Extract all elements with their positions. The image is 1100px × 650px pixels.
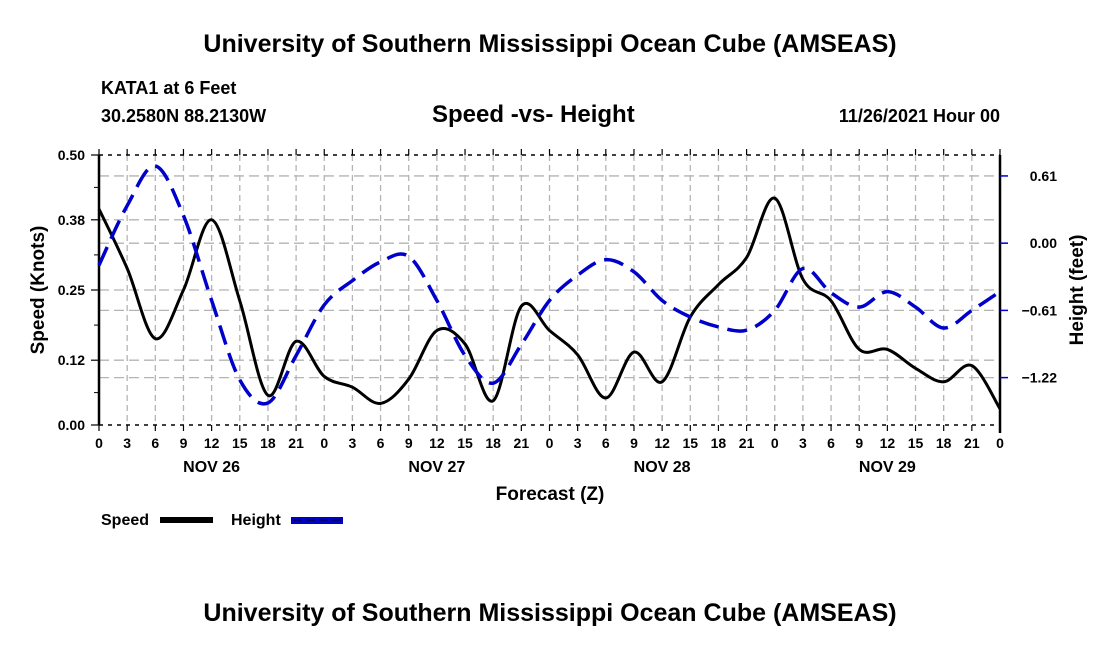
x-tick-label: 18 [936, 435, 952, 451]
x-tick-label: 9 [180, 435, 188, 451]
coordinates-label: 30.2580N 88.2130W [101, 106, 267, 126]
grid [99, 155, 1000, 425]
x-tick-label: 6 [377, 435, 385, 451]
x-tick-label: 3 [123, 435, 131, 451]
x-tick-label: 6 [151, 435, 159, 451]
x-tick-label: 0 [95, 435, 103, 451]
y-tick-label: 0.25 [58, 282, 85, 298]
x-axis-title: Forecast (Z) [496, 484, 605, 505]
y2-axis-title: Height (feet) [1067, 235, 1088, 346]
x-tick-label: 15 [457, 435, 473, 451]
x-tick-label: 21 [514, 435, 530, 451]
station-label: KATA1 at 6 Feet [101, 78, 237, 98]
legend: Speed Height [101, 512, 343, 529]
y2-tick-label: 0.00 [1030, 235, 1057, 251]
chart-title: Speed -vs- Height [432, 101, 635, 128]
x-tick-label: 15 [682, 435, 698, 451]
x-tick-label: 3 [574, 435, 582, 451]
x-tick-label: 18 [485, 435, 501, 451]
y2-tick-label: −0.61 [1022, 302, 1058, 318]
x-tick-label: 9 [630, 435, 638, 451]
x-tick-label: 3 [349, 435, 357, 451]
date-label: NOV 28 [634, 459, 691, 476]
y2-tick-label: −1.22 [1022, 370, 1058, 386]
x-tick-label: 0 [771, 435, 779, 451]
series-line-height [97, 164, 1001, 406]
x-tick-label: 18 [260, 435, 276, 451]
date-label: NOV 26 [183, 459, 240, 476]
x-tick-label: 9 [855, 435, 863, 451]
legend-label-speed: Speed [101, 512, 149, 529]
x-tick-label: 21 [964, 435, 980, 451]
date-label: NOV 29 [859, 459, 916, 476]
x-tick-label: 12 [204, 435, 220, 451]
x-tick-label: 3 [799, 435, 807, 451]
series-group [97, 164, 1002, 410]
top-title: University of Southern Mississippi Ocean… [203, 30, 897, 58]
series-line-speed [97, 196, 1002, 410]
x-tick-label: 6 [827, 435, 835, 451]
x-tick-label: 9 [405, 435, 413, 451]
legend-label-height: Height [231, 512, 281, 529]
y-tick-label: 0.00 [58, 417, 85, 433]
x-tick-label: 0 [996, 435, 1004, 451]
y-tick-label: 0.38 [58, 212, 85, 228]
x-tick-label: 18 [711, 435, 727, 451]
x-tick-label: 21 [288, 435, 304, 451]
date-label: NOV 27 [408, 459, 465, 476]
x-tick-label: 15 [908, 435, 924, 451]
x-tick-label: 12 [429, 435, 445, 451]
x-tick-label: 12 [880, 435, 896, 451]
x-tick-label: 12 [654, 435, 670, 451]
legend-swatch-height [291, 517, 343, 524]
x-tick-label: 15 [232, 435, 248, 451]
x-tick-label: 6 [602, 435, 610, 451]
bottom-title: University of Southern Mississippi Ocean… [203, 599, 897, 627]
y-axis-title: Speed (Knots) [28, 226, 49, 355]
y-tick-label: 0.12 [58, 352, 85, 368]
datetime-label: 11/26/2021 Hour 00 [838, 106, 1000, 126]
y2-tick-label: 0.61 [1030, 168, 1057, 184]
ticks: 0 3 6 9 12 15 18 21 0 3 6 9 12 15 18 21 0 3 6 9 12 15 18 21 0 3 6 9… [58, 147, 1057, 476]
y-tick-label: 0.50 [58, 147, 85, 163]
x-tick-label: 21 [739, 435, 755, 451]
x-tick-label: 0 [320, 435, 328, 451]
x-tick-label: 0 [546, 435, 554, 451]
